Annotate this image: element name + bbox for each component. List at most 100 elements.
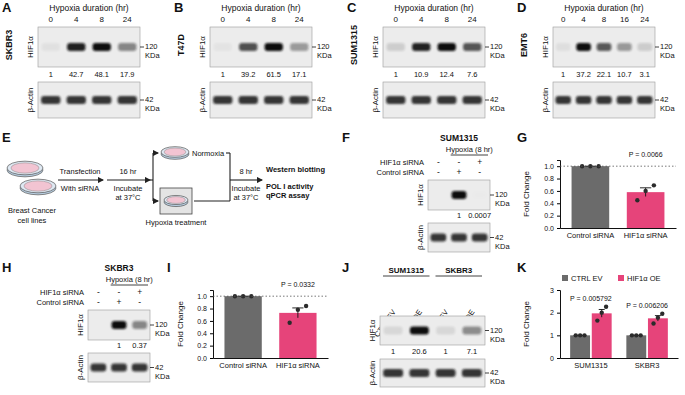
- data-point: [630, 333, 634, 337]
- tick-label: 2: [550, 309, 554, 316]
- size-label: 42KDa: [490, 368, 505, 386]
- panel-label: D: [517, 0, 526, 15]
- blot-band: [112, 321, 127, 329]
- plot-area: [560, 164, 676, 228]
- treatment-sign: -: [97, 297, 100, 307]
- blot-band: [410, 327, 429, 335]
- quant-label: 20.6: [412, 347, 427, 356]
- plot-area: [570, 305, 668, 358]
- data-point: [660, 312, 664, 316]
- output-label: Western blotting: [266, 165, 325, 174]
- bar: [648, 318, 668, 358]
- tick-label: 1.0: [197, 293, 207, 300]
- bar: [279, 313, 316, 358]
- step-label: 8 hr: [240, 167, 253, 176]
- treatment-sign: -: [478, 167, 481, 177]
- lane-label: 8: [272, 15, 277, 24]
- blot-band: [42, 43, 60, 51]
- data-point: [634, 333, 638, 337]
- actin-band: [118, 96, 137, 104]
- lane-label: 0: [221, 15, 226, 24]
- lane-label: 4: [74, 15, 79, 24]
- protein-label: β-Actin: [371, 87, 380, 112]
- error-bar: [599, 309, 605, 317]
- group-label: SUM1315: [388, 266, 424, 275]
- y-tick: 0.4: [544, 200, 560, 207]
- tick-mark: [557, 216, 560, 217]
- panel-C: CSUM1315Hypoxia duration (hr)04824HIF1α1…: [347, 0, 505, 118]
- size-label-part: KDa: [317, 104, 332, 113]
- data-point: [652, 183, 656, 187]
- size-label: 120KDa: [155, 320, 170, 338]
- panel-label: C: [347, 0, 357, 15]
- figure: ASKBR3Hypoxia duration (hr)04824HIF1α120…: [0, 0, 685, 395]
- actin-band: [41, 96, 60, 104]
- x-tick: Control siRNA: [567, 231, 615, 240]
- protein-label: HIF1α: [26, 36, 35, 58]
- blot-frame: [553, 82, 655, 118]
- quant-label: 1: [444, 347, 448, 356]
- quant-label: 0.0007: [468, 211, 491, 220]
- arrow: [107, 179, 150, 180]
- blot-band: [637, 43, 652, 51]
- treatment-sign: -: [138, 297, 141, 307]
- cell-line: EMT6: [519, 33, 529, 57]
- size-label-part: 120: [317, 42, 330, 51]
- actin-band: [576, 96, 592, 104]
- panel-D: DEMT6Hypoxia duration (hr)0481624HIF1α12…: [517, 0, 675, 118]
- protein-label: β-Actin: [26, 87, 35, 112]
- panel-label: J: [342, 260, 349, 275]
- quant-label: 1: [117, 341, 121, 350]
- tick-mark: [210, 309, 213, 310]
- legend-label: HIF1α OE: [627, 274, 661, 283]
- size-label-part: 120: [495, 190, 508, 199]
- tick-label: 0.4: [544, 200, 554, 207]
- tick-label: 0.6: [544, 188, 554, 195]
- protein-label: HIF1α: [198, 36, 207, 58]
- panel-label: B: [174, 0, 183, 15]
- quant-label: 1: [394, 70, 398, 79]
- data-point: [296, 308, 300, 312]
- quant-label: 7.1: [467, 347, 477, 356]
- hypoxia-chamber: [160, 188, 192, 214]
- lane-label: 24: [295, 15, 304, 24]
- bar: [570, 335, 590, 358]
- tick-mark: [557, 203, 560, 204]
- tick-mark: [557, 228, 560, 229]
- y-axis: 0.00.20.40.60.81.0: [544, 161, 560, 232]
- annotation: P = 0.0066: [629, 151, 663, 158]
- quant-label: 42.7: [69, 70, 84, 79]
- tick-label: 1: [550, 332, 554, 339]
- panel-label: H: [2, 260, 11, 275]
- treatment-label: HIF1α siRNA: [380, 158, 424, 167]
- lane-label: 0: [394, 15, 399, 24]
- legend-swatch: [618, 275, 624, 281]
- treatment-label: Control siRNA: [36, 298, 84, 307]
- tick-label: 0.8: [197, 305, 207, 312]
- size-label-part: 42: [145, 95, 153, 104]
- tick-label: Control siRNA: [219, 361, 267, 370]
- protein-label: β-Actin: [368, 360, 377, 385]
- size-tick: [150, 325, 154, 326]
- axis-line: [561, 228, 677, 229]
- protein-label: β-Actin: [541, 87, 550, 112]
- size-label: 120KDa: [490, 42, 505, 60]
- y-tick: 0.2: [544, 212, 560, 219]
- tick-label: 0.0: [544, 225, 554, 232]
- axis-line: [210, 291, 214, 359]
- size-label: 42KDa: [145, 95, 160, 113]
- size-label-part: KDa: [660, 104, 675, 113]
- actin-band: [132, 364, 148, 372]
- tick-mark: [210, 333, 213, 334]
- dish-media: [164, 148, 186, 156]
- size-tick: [485, 100, 489, 101]
- size-label-part: 42: [155, 363, 163, 372]
- header: Hypoxia (8 hr): [106, 275, 154, 284]
- y-tick: 0.0: [544, 225, 560, 232]
- cell-line: SUM1315: [440, 133, 478, 143]
- blot-band: [265, 43, 283, 51]
- protein-label: HIF1α: [541, 36, 550, 58]
- size-label: 42KDa: [495, 233, 510, 251]
- panel-F: FSUM1315Hypoxia (8 hr)HIF1α siRNA--+Cont…: [342, 130, 510, 252]
- tick-label: Control siRNA: [567, 231, 615, 240]
